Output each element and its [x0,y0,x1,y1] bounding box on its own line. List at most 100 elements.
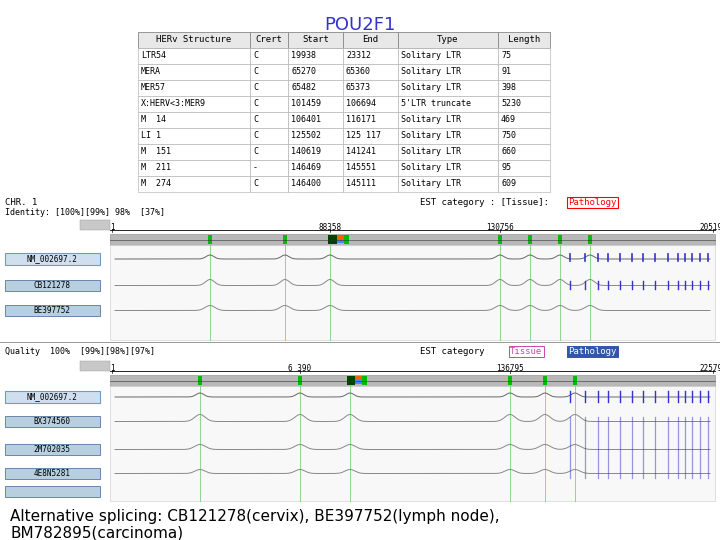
Bar [5,391,100,403]
Bar [343,160,398,176]
Text: Solitary LTR: Solitary LTR [401,164,461,172]
Bar [498,64,550,80]
Text: BE397752: BE397752 [34,306,71,315]
Text: 146469: 146469 [291,164,321,172]
Bar [328,235,332,244]
Bar [355,380,362,384]
Bar [343,176,398,192]
Bar [283,235,287,244]
Bar [250,144,288,160]
Bar [250,64,288,80]
Text: C: C [253,51,258,60]
Text: C: C [253,84,258,92]
Text: Solitary LTR: Solitary LTR [401,179,461,188]
Bar [138,128,250,144]
Text: CB121278: CB121278 [34,281,71,290]
Bar [288,32,343,48]
Bar [288,80,343,96]
Bar [362,376,367,385]
Bar [250,32,288,48]
Bar [250,176,288,192]
Text: 101459: 101459 [291,99,321,109]
Bar [398,128,498,144]
Text: Solitary LTR: Solitary LTR [401,68,461,77]
Text: EST category : [Tissue]:: EST category : [Tissue]: [420,198,549,207]
Bar [138,176,250,192]
Bar [498,128,550,144]
Text: M  274: M 274 [141,179,171,188]
Bar [343,96,398,112]
Bar [5,280,100,291]
Bar [498,144,550,160]
Bar [288,112,343,128]
Text: EST category: EST category [420,347,485,356]
Text: 5230: 5230 [501,99,521,109]
Bar [288,160,343,176]
Text: C: C [253,147,258,157]
Bar [343,112,398,128]
Text: 609: 609 [501,179,516,188]
Text: 95: 95 [501,164,511,172]
Text: 1: 1 [109,364,114,373]
Bar [250,128,288,144]
Bar [5,253,100,265]
Bar [498,160,550,176]
Bar [5,416,100,427]
Text: 4E8N5281: 4E8N5281 [34,469,71,478]
Bar [138,160,250,176]
Text: 65482: 65482 [291,84,316,92]
Bar [498,32,550,48]
Bar [138,112,250,128]
Bar [348,376,352,385]
Bar [138,96,250,112]
Bar [343,80,398,96]
Bar [288,64,343,80]
Text: C: C [253,179,258,188]
Text: Solitary LTR: Solitary LTR [401,84,461,92]
Text: 75: 75 [501,51,511,60]
Text: 130756: 130756 [486,223,514,232]
Text: 2M702035: 2M702035 [34,445,71,454]
Bar [138,32,250,48]
Bar [5,305,100,316]
Bar [398,48,498,64]
Text: M  211: M 211 [141,164,171,172]
Text: M  14: M 14 [141,116,166,125]
Text: -: - [253,164,258,172]
Text: 23312: 23312 [346,51,371,60]
Bar [250,48,288,64]
Text: Start: Start [302,36,329,44]
Text: 116171: 116171 [346,116,376,125]
Bar [198,376,202,385]
Text: C: C [253,132,258,140]
Text: POU2F1: POU2F1 [324,16,396,34]
Text: 136795: 136795 [496,364,524,373]
Text: Solitary LTR: Solitary LTR [401,147,461,157]
Text: 146400: 146400 [291,179,321,188]
Bar [337,235,344,239]
Bar [398,160,498,176]
Text: Tissue: Tissue [510,347,542,356]
Text: 140619: 140619 [291,147,321,157]
Text: 660: 660 [501,147,516,157]
Text: 106401: 106401 [291,116,321,125]
Text: NM_002697.2: NM_002697.2 [27,393,78,402]
Text: 19938: 19938 [291,51,316,60]
Text: Pathology: Pathology [568,198,616,207]
Bar [398,176,498,192]
Text: C: C [253,68,258,77]
Bar [250,80,288,96]
Bar [343,144,398,160]
Bar [110,386,715,501]
Bar [337,239,344,243]
Text: 125502: 125502 [291,132,321,140]
Text: MER57: MER57 [141,84,166,92]
Text: Quality  100%  [99%][98%][97%]: Quality 100% [99%][98%][97%] [5,347,155,356]
Text: 750: 750 [501,132,516,140]
Bar [250,160,288,176]
Text: Identity: [100%][99%] 98%  [37%]: Identity: [100%][99%] 98% [37%] [5,208,165,217]
Text: C: C [253,116,258,125]
Bar [5,468,100,479]
Bar [508,376,512,385]
Bar [288,144,343,160]
